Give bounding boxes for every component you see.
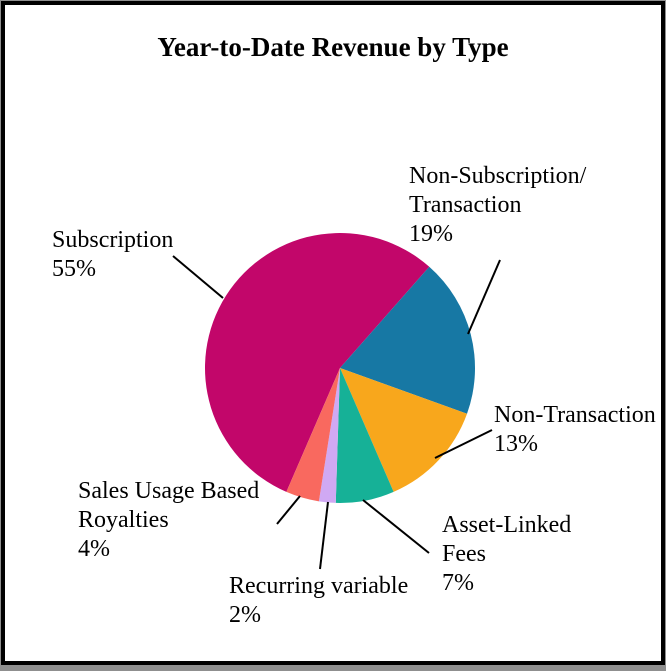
pie-slice-asset-linked-fees: [335, 368, 394, 503]
pie-chart: [172, 232, 501, 570]
label-asset-linked-line2: Fees: [442, 541, 486, 567]
pie-slice-recurring-variable: [318, 368, 340, 503]
pie-slice-non-subscription-transaction: [340, 266, 476, 414]
label-recurring-pct: 2%: [229, 602, 261, 628]
label-non-transaction-pct: 13%: [494, 431, 538, 457]
label-asset-linked-pct: 7%: [442, 570, 474, 596]
leader-line-asset-linked-fees: [362, 499, 430, 554]
chart-title: Year-to-Date Revenue by Type: [157, 32, 509, 62]
label-sales-usage-line2: Royalties: [78, 507, 169, 533]
label-subscription-pct: 55%: [52, 256, 96, 282]
label-non-subscription-pct: 19%: [409, 221, 453, 247]
label-sales-usage-line1: Sales Usage Based: [78, 478, 260, 504]
label-non-subscription-transaction: Non-Subscription/ Transaction 19%: [409, 162, 586, 249]
leader-line-subscription: [172, 255, 224, 299]
leader-line-non-transaction: [434, 429, 493, 459]
pie-slice-sales-usage-based-royalties: [286, 368, 340, 502]
leader-line-sales-usage-based-royalties: [276, 495, 301, 525]
leader-line-non-subscription-transaction: [467, 259, 501, 335]
label-non-transaction: Non-Transaction 13%: [494, 401, 656, 459]
label-non-subscription-line1: Non-Subscription/: [409, 163, 587, 189]
pie-slices: [204, 232, 476, 503]
leader-line-recurring-variable: [319, 501, 329, 570]
label-recurring-variable: Recurring variable 2%: [229, 572, 408, 630]
label-sales-usage-based-royalties: Sales Usage Based Royalties 4%: [78, 477, 259, 564]
label-asset-linked-fees: Asset-Linked Fees 7%: [442, 511, 571, 598]
label-non-transaction-name: Non-Transaction: [494, 402, 656, 428]
label-asset-linked-line1: Asset-Linked: [442, 512, 572, 538]
label-sales-usage-pct: 4%: [78, 536, 110, 562]
pie-slice-subscription: [204, 232, 430, 492]
label-subscription-name: Subscription: [52, 227, 174, 253]
label-subscription: Subscription 55%: [52, 226, 173, 284]
label-non-subscription-line2: Transaction: [409, 192, 522, 218]
pie-slice-non-transaction: [340, 368, 468, 492]
label-recurring-name: Recurring variable: [229, 573, 409, 599]
leader-lines: [172, 255, 501, 570]
